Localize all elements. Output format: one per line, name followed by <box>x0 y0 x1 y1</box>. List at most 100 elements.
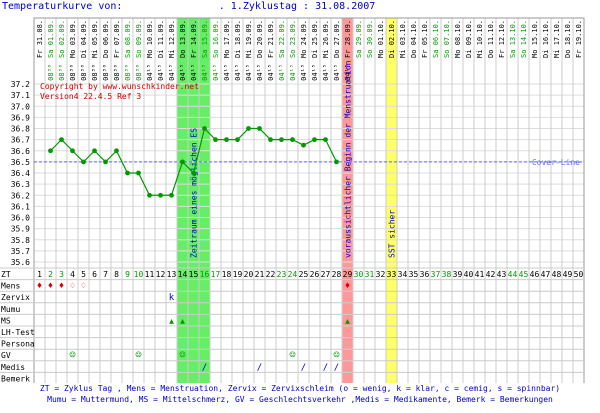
zt-day: 39 <box>453 270 463 279</box>
zt-day: 32 <box>376 270 386 279</box>
y-tick-label: 35.6 <box>11 258 30 267</box>
zt-day: 21 <box>255 270 265 279</box>
date-label: Fr 12.10. <box>498 20 506 58</box>
chart-title: Temperaturkurve von: . 1.Zyklustag : 31.… <box>2 1 375 12</box>
zt-day: 24 <box>288 270 298 279</box>
chart-frame <box>33 17 585 383</box>
mens-marker: ♢ <box>70 282 75 292</box>
date-label: Di 16.10. <box>542 20 550 58</box>
y-tick-label: 37.0 <box>11 102 30 111</box>
temperature-point <box>312 137 317 143</box>
date-label: Di 04.09. <box>80 20 88 58</box>
mens-marker: ♦ <box>59 282 64 292</box>
temperature-point <box>246 126 251 131</box>
date-label: Do 27.09. <box>333 20 341 58</box>
temperature-point <box>191 170 196 176</box>
cycle-start-label: . 1.Zyklustag : 31.08.2007 <box>218 1 376 12</box>
zt-day: 18 <box>222 270 232 279</box>
zt-day: 16 <box>200 270 210 279</box>
zt-day: 6 <box>92 270 97 279</box>
row-label-zervix: Zervix <box>1 293 30 302</box>
zt-day: 5 <box>81 270 86 279</box>
zt-day: 47 <box>541 270 551 279</box>
y-tick-label: 36.5 <box>11 158 30 167</box>
zt-day: 40 <box>464 270 474 279</box>
time-label: 08³⁰ <box>80 64 88 81</box>
y-tick-label: 36.1 <box>11 202 30 211</box>
copyright-text: Copyright by www.wunschkinder.net <box>40 82 199 91</box>
temperature-point <box>334 159 339 165</box>
medis-marker: / <box>257 363 262 373</box>
date-label: So 07.10. <box>443 20 451 58</box>
mens-marker: ♦ <box>48 282 53 292</box>
zt-day: 30 <box>354 270 364 279</box>
time-label: 04¹⁵ <box>245 64 253 81</box>
time-label: 04¹⁵ <box>278 64 286 81</box>
zt-day: 1 <box>37 270 42 279</box>
time-label: 08³⁰ <box>113 64 121 81</box>
date-label: Do 20.09. <box>256 20 264 58</box>
date-label: Do 04.10. <box>410 20 418 58</box>
date-label: Fr 28.09. <box>344 20 352 58</box>
ms-marker: ▲ <box>345 316 350 325</box>
date-label: Fr 14.09. <box>190 20 198 58</box>
time-label: 04¹⁵ <box>212 64 220 81</box>
sst-band <box>386 18 397 383</box>
time-label: 04¹⁵ <box>201 64 209 81</box>
temperature-point <box>169 192 174 198</box>
date-label: Fr 07.09. <box>113 20 121 58</box>
zt-day: 23 <box>277 270 287 279</box>
date-label: Mi 03.10. <box>399 20 407 58</box>
zt-day: 46 <box>530 270 540 279</box>
y-tick-label: 36.0 <box>11 214 30 223</box>
row-label-mens: Mens <box>1 282 20 291</box>
time-label: 04¹⁵ <box>146 64 154 81</box>
date-label: Di 11.09. <box>157 20 165 58</box>
y-tick-label: 36.2 <box>11 191 30 200</box>
zt-day: 37 <box>431 270 441 279</box>
time-label: 08³⁰ <box>135 64 143 81</box>
zt-day: 19 <box>233 270 243 279</box>
cover-line-label: Cover-Line <box>532 158 580 167</box>
date-label: Sa 29.09. <box>355 20 363 58</box>
time-label: 08³⁰ <box>47 64 55 81</box>
date-label: Sa 22.09. <box>278 20 286 58</box>
time-label: 04¹⁵ <box>179 64 187 81</box>
date-label: Mi 05.09. <box>91 20 99 58</box>
title-label: Temperaturkurve von: <box>2 1 123 12</box>
date-label: Sa 08.09. <box>124 20 132 58</box>
gv-marker: ☺ <box>179 350 185 361</box>
y-tick-label: 35.9 <box>11 225 30 234</box>
gv-marker: ☺ <box>333 350 339 361</box>
time-label: 04¹⁵ <box>311 64 319 81</box>
y-tick-label: 35.8 <box>11 236 30 245</box>
temperature-point <box>59 137 64 143</box>
zt-day: 41 <box>475 270 485 279</box>
y-tick-label: 35.7 <box>11 247 30 256</box>
y-tick-label: 36.6 <box>11 147 30 156</box>
zt-day: 43 <box>497 270 507 279</box>
temperature-point <box>290 137 295 143</box>
time-label: 04¹⁵ <box>267 64 275 81</box>
y-tick-label: 36.4 <box>11 169 30 178</box>
date-label: So 16.09. <box>212 20 220 58</box>
y-tick-label: 37.2 <box>11 80 30 89</box>
zt-day: 14 <box>178 270 188 279</box>
zt-day: 10 <box>134 270 144 279</box>
menstruation-band <box>342 18 353 383</box>
zt-day: 3 <box>59 270 64 279</box>
date-label: Mi 26.09. <box>322 20 330 58</box>
time-label: 08³⁰ <box>124 64 132 81</box>
sst-label: SST sicher <box>388 210 397 258</box>
zervix-marker: k <box>169 293 175 303</box>
time-label: 04¹⁵ <box>344 64 352 81</box>
gv-marker: ☺ <box>69 350 75 361</box>
ovulation-label: Zeitraum eines möglichen ES <box>190 128 199 258</box>
zt-day: 7 <box>103 270 108 279</box>
date-label: Mo 24.09. <box>300 20 308 58</box>
medis-marker: / <box>334 363 339 373</box>
temperature-point <box>81 159 86 165</box>
zt-day: 29 <box>343 270 353 279</box>
time-label: 04¹⁵ <box>168 64 176 81</box>
zt-day: 11 <box>145 270 155 279</box>
